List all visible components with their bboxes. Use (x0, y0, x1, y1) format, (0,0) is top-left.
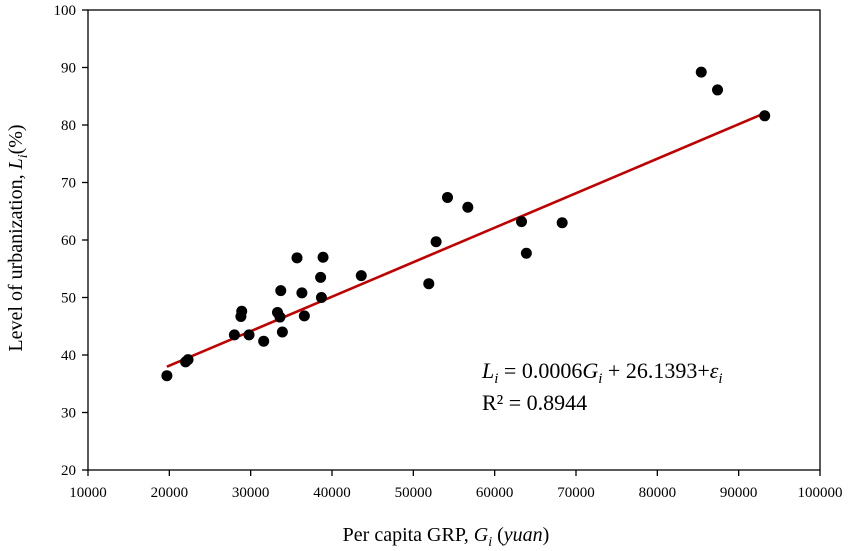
eq-err-sub: i (718, 371, 722, 387)
data-point (516, 216, 528, 228)
data-point (441, 191, 453, 203)
x-tick-label: 50000 (395, 485, 433, 501)
x-axis-title-sub: i (488, 535, 492, 550)
x-tick-label: 30000 (232, 485, 270, 501)
x-axis-title-main: Per capita GRP, (343, 524, 474, 546)
eq-lhs-var: L (481, 358, 494, 383)
regression-equation: Li = 0.0006Gi + 26.1393+εi (481, 358, 723, 387)
data-point (236, 305, 248, 317)
y-tick-label: 100 (54, 3, 77, 19)
y-axis-title-unit: (%) (5, 124, 27, 154)
x-tick-label: 20000 (151, 485, 189, 501)
eq-lhs-sub: i (494, 371, 498, 387)
x-tick-label: 40000 (313, 485, 351, 501)
data-point (276, 326, 288, 338)
eq-coef: 0.0006 (522, 358, 583, 383)
data-point (315, 292, 327, 303)
data-point (712, 84, 724, 96)
data-point (296, 287, 308, 299)
data-point (695, 66, 707, 78)
eq-err-var: ε (710, 358, 719, 383)
x-axis-title-var: G (474, 524, 489, 546)
eq-const: + 26.1393+ (602, 358, 709, 383)
data-point (556, 217, 568, 229)
y-axis-title: Level of urbanization, Li(%) (5, 124, 31, 351)
data-point (258, 335, 270, 347)
x-tick-label: 100000 (798, 485, 843, 501)
y-axis-title-sub: i (16, 154, 31, 158)
eq-rhs-sub: i (598, 371, 602, 387)
data-point (291, 252, 303, 264)
x-axis-title-unit-close: ) (543, 524, 550, 546)
x-axis-title-unit: yuan (502, 524, 543, 546)
data-point (759, 110, 771, 122)
y-tick-label: 60 (61, 233, 76, 249)
data-point (182, 354, 194, 366)
x-tick-label: 70000 (557, 485, 595, 501)
data-point (423, 278, 435, 290)
data-point (161, 370, 173, 382)
data-point (520, 247, 532, 259)
y-tick-label: 90 (61, 61, 76, 77)
y-tick-label: 50 (61, 291, 76, 307)
x-tick-label: 80000 (639, 485, 677, 501)
data-point (228, 329, 240, 341)
x-axis-title: Per capita GRP, Gi (yuan) (343, 524, 550, 550)
data-point (315, 271, 327, 283)
plot-frame (87, 9, 821, 471)
y-tick-label: 80 (61, 118, 76, 134)
y-tick-label: 20 (61, 463, 76, 479)
y-tick-label: 40 (61, 348, 76, 364)
x-tick-label: 10000 (69, 485, 107, 501)
eq-sign: = (498, 358, 521, 383)
x-tick-label: 60000 (476, 485, 514, 501)
eq-rhs-var: G (582, 358, 598, 383)
data-point (462, 201, 474, 213)
plot-area: 20 30 40 50 60 70 80 90 100 10000 20000 30000 40000 5… (54, 3, 843, 501)
y-axis-title-main: Level of urbanization, (5, 169, 27, 351)
data-point (275, 285, 287, 297)
data-point (298, 310, 310, 322)
x-axis-title-unit-open: ( (492, 524, 504, 546)
trendline (166, 111, 766, 368)
data-point (355, 270, 367, 282)
data-point (274, 311, 286, 323)
y-tick-label: 30 (61, 406, 76, 422)
y-tick-label: 70 (61, 176, 76, 192)
data-point (243, 329, 255, 341)
data-point (430, 236, 442, 248)
y-axis-title-var: L (5, 158, 27, 170)
x-tick-label: 90000 (720, 485, 758, 501)
data-point (317, 251, 329, 263)
r-squared-label: R² = 0.8944 (482, 390, 587, 415)
